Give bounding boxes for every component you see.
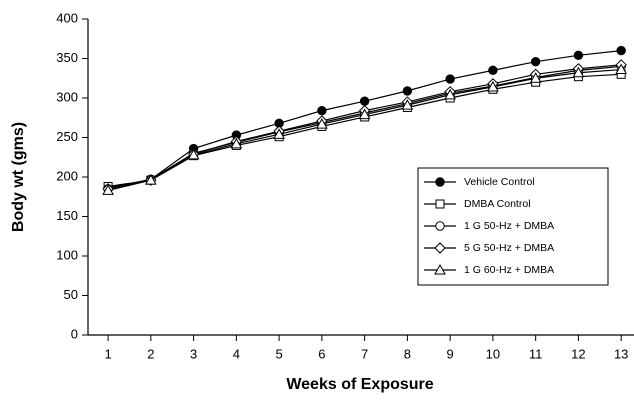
marker [187, 148, 200, 160]
marker [444, 88, 456, 100]
legend-marker [434, 263, 446, 275]
y-tick-label: 300 [56, 89, 78, 104]
y-tick-label: 50 [64, 287, 78, 302]
x-tick-label: 11 [529, 346, 543, 361]
marker [488, 65, 498, 76]
marker [359, 96, 370, 106]
y-tick-label: 0 [71, 326, 78, 341]
y-axis-title: Body wt (gms) [10, 122, 27, 232]
x-tick-label: 6 [318, 346, 325, 361]
x-tick-label: 4 [233, 346, 240, 361]
marker [572, 66, 585, 78]
legend-label: 1 G 60-Hz + DMBA [464, 264, 554, 276]
y-tick-label: 400 [56, 10, 78, 25]
x-tick-label: 9 [447, 346, 454, 361]
y-tick-label: 100 [56, 247, 78, 262]
legend-marker [435, 221, 445, 231]
legend-label: Vehicle Control [464, 176, 535, 188]
x-axis-title: Weeks of Exposure [286, 376, 433, 393]
marker [230, 137, 243, 149]
x-tick-label: 12 [571, 346, 585, 361]
x-tick-label: 8 [404, 346, 411, 361]
x-tick-label: 2 [147, 346, 154, 361]
marker [445, 74, 455, 84]
legend-label: DMBA Control [464, 198, 531, 210]
legend-marker [434, 242, 446, 254]
marker [273, 128, 285, 139]
legend-marker [435, 177, 445, 187]
marker [358, 108, 371, 120]
y-tick-label: 250 [56, 129, 78, 144]
x-tick-label: 13 [614, 346, 628, 361]
marker [102, 184, 114, 195]
y-tick-label: 350 [56, 50, 78, 65]
marker [402, 86, 413, 96]
marker [145, 174, 157, 185]
marker [573, 50, 584, 61]
marker [529, 72, 542, 83]
legend-label: 1 G 50-Hz + DMBA [464, 220, 554, 232]
y-tick-label: 200 [56, 168, 78, 183]
marker [316, 118, 328, 129]
y-tick-label: 150 [56, 208, 78, 223]
x-tick-label: 7 [361, 346, 368, 361]
marker [616, 45, 626, 56]
marker [530, 56, 541, 67]
marker [401, 99, 414, 110]
legend-marker [435, 199, 445, 209]
legend-label: 5 G 50-Hz + DMBA [464, 242, 554, 254]
x-tick-label: 10 [486, 346, 500, 361]
x-tick-label: 5 [276, 346, 283, 361]
x-tick-label: 1 [104, 346, 111, 361]
x-tick-label: 3 [190, 346, 197, 361]
marker [615, 63, 628, 75]
marker [487, 80, 499, 92]
marker [317, 105, 327, 116]
